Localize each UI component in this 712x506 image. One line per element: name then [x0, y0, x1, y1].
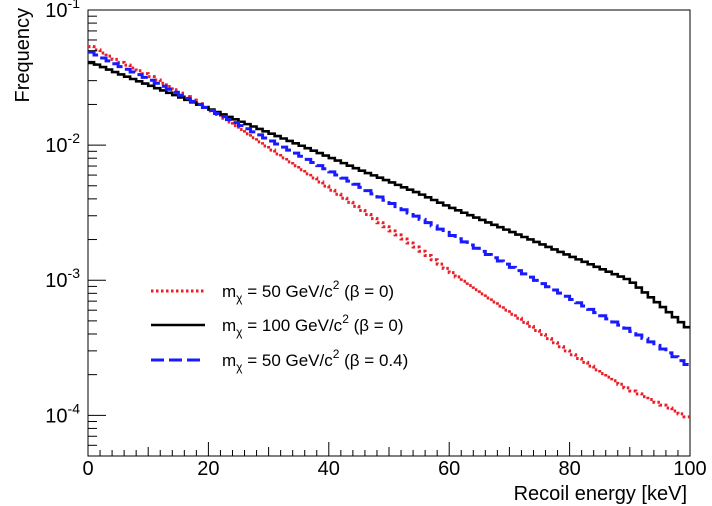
series-line-3 [88, 50, 690, 367]
x-tick-label: 60 [438, 458, 460, 480]
x-tick-label: 80 [558, 458, 580, 480]
curves [88, 45, 690, 419]
y-axis-label: Frequency [12, 8, 34, 103]
x-axis: 0 20 40 60 80 100 [82, 442, 707, 480]
plot-frame [87, 9, 691, 457]
x-tick-label: 20 [197, 458, 219, 480]
y-tick-label: 10-4 [45, 400, 80, 427]
y-tick-label: 10-3 [45, 265, 80, 292]
y-tick-label: 10-1 [45, 0, 80, 22]
legend-label-1: mχ = 50 GeV/c2 (β = 0) [222, 278, 394, 305]
x-tick-label: 100 [673, 458, 706, 480]
y-axis: 10-1 10-2 10-3 10-4 [45, 0, 106, 457]
x-tick-label: 40 [318, 458, 340, 480]
y-tick-label: 10-2 [45, 130, 80, 157]
legend-label-2: mχ = 100 GeV/c2 (β = 0) [222, 312, 404, 339]
x-tick-label: 0 [82, 458, 93, 480]
x-axis-label: Recoil energy [keV] [514, 483, 687, 505]
legend: mχ = 50 GeV/c2 (β = 0) mχ = 100 GeV/c2 (β… [151, 278, 408, 374]
legend-label-3: mχ = 50 GeV/c2 (β = 0.4) [222, 347, 408, 374]
